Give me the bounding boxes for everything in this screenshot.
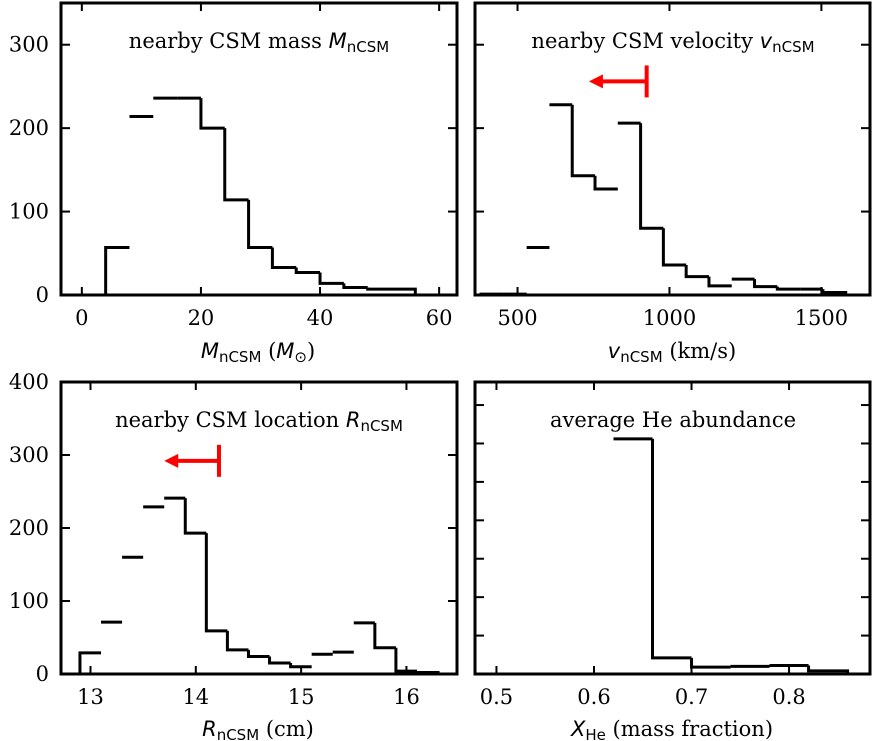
x-tick-label: 40	[307, 306, 334, 330]
y-tick-label: 200	[9, 516, 49, 540]
x-tick-label: 0.5	[480, 685, 513, 709]
histogram-bin	[391, 287, 417, 295]
histogram-bin	[373, 622, 396, 650]
panel-title-helium: average He abundance	[550, 408, 796, 432]
histogram-bin	[394, 647, 417, 673]
x-tick-label: 15	[288, 685, 315, 709]
histogram-bin	[661, 228, 687, 267]
limit-arrowhead	[164, 453, 179, 468]
y-tick-label: 100	[9, 200, 49, 224]
panel-helium: 0.5 0.6 0.7 0.8 average He abundance XHe (m…	[473, 380, 872, 741]
x-axis-label-location: RnCSM (cm)	[202, 717, 314, 741]
histogram-bin	[318, 272, 344, 285]
plot-area-helium: 0.5 0.6 0.7 0.8	[473, 380, 872, 709]
axes-frame	[473, 380, 872, 676]
histogram-bin	[366, 287, 392, 291]
histogram-bin	[78, 651, 102, 674]
panel-title-velocity: nearby CSM velocity vnCSM	[531, 29, 814, 56]
panel-location: 13 14 15 16 0 100 200 300 400 nearby CSM locatio…	[9, 370, 459, 741]
histogram-bin	[639, 123, 664, 230]
plot-area-location: 13 14 15 16 0 100 200 300 400	[9, 370, 459, 709]
histogram-bin	[183, 498, 207, 535]
histogram-bin	[807, 665, 850, 674]
panel-velocity: 500 1000 1500 nearby CSM velocity vnCSM vn…	[473, 1, 872, 366]
x-tick-label: 14	[182, 685, 209, 709]
x-tick-label: 1500	[795, 306, 848, 330]
x-tick-label: 500	[497, 306, 537, 330]
y-tick-label: 100	[9, 589, 49, 613]
x-tick-label: 0.8	[772, 685, 805, 709]
histogram-bin	[753, 279, 778, 289]
y-tick-label: 300	[9, 33, 49, 57]
plot-area-mass: 0 20 40 60 0 100 200 300	[9, 1, 459, 330]
histogram-bin	[651, 438, 692, 660]
histogram-bin	[225, 630, 249, 652]
histogram-bin	[270, 247, 297, 269]
x-tick-label: 0.6	[577, 685, 610, 709]
histogram-bin	[289, 663, 312, 669]
histogram-bin	[294, 267, 321, 274]
plot-area-velocity: 500 1000 1500	[473, 1, 872, 330]
x-tick-label: 20	[188, 306, 215, 330]
y-tick-label: 0	[36, 662, 49, 686]
histogram-bin	[593, 175, 618, 191]
x-axis-label-velocity: vnCSM (km/s)	[608, 339, 736, 366]
x-axis-label-mass: MnCSM (M⊙)	[201, 339, 315, 366]
histogram-bin	[707, 276, 732, 288]
x-tick-label: 0.7	[675, 685, 708, 709]
x-axis-label-helium: XHe (mass fraction)	[570, 717, 773, 741]
limit-arrowhead	[588, 74, 603, 89]
histogram-bin	[775, 286, 801, 291]
histogram-bin	[246, 649, 270, 658]
x-tick-label: 13	[77, 685, 104, 709]
histogram-bin	[268, 656, 291, 665]
histogram-bin	[342, 283, 368, 289]
x-tick-label: 60	[426, 306, 453, 330]
x-tick-label: 1000	[643, 306, 696, 330]
histogram-bin	[204, 533, 228, 633]
panel-title-mass: nearby CSM mass MnCSM	[129, 29, 389, 56]
histogram-bin	[223, 128, 249, 202]
histogram-bin	[684, 264, 709, 279]
histogram-bin	[247, 199, 273, 249]
y-tick-label: 400	[9, 370, 49, 394]
histogram-bin	[199, 98, 225, 130]
y-tick-label: 300	[9, 443, 49, 467]
histogram-bin	[104, 245, 130, 295]
axes-frame	[473, 1, 872, 297]
panel-title-location: nearby CSM location RnCSM	[115, 408, 403, 435]
y-tick-label: 200	[9, 116, 49, 140]
axes-frame	[59, 380, 459, 676]
y-tick-label: 0	[36, 283, 49, 307]
x-tick-label: 16	[393, 685, 420, 709]
histogram-bin	[690, 657, 731, 669]
histogram-bin	[570, 104, 596, 178]
axes-frame	[59, 1, 459, 297]
x-tick-label: 0	[75, 306, 88, 330]
